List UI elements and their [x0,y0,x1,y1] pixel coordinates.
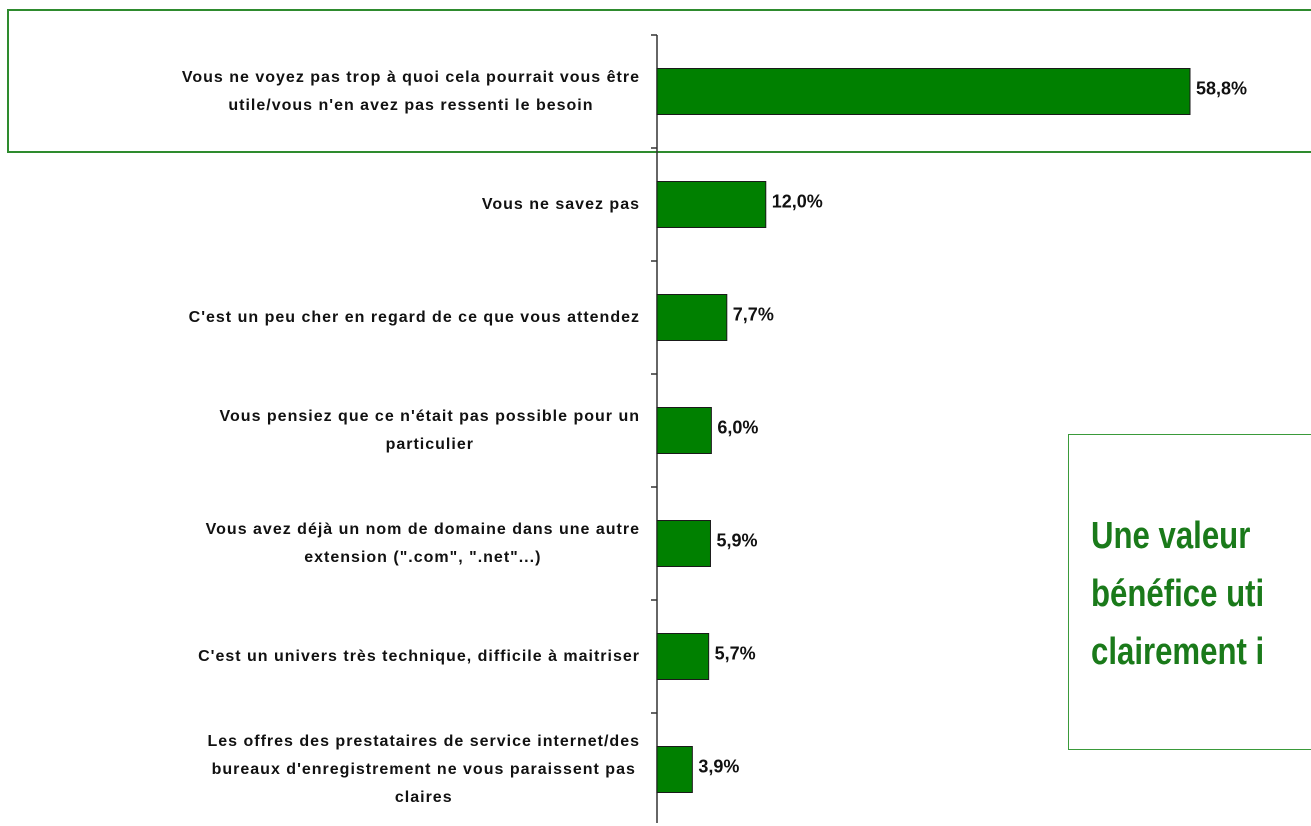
value-label: 58,8% [1196,78,1247,98]
category-label: Vous ne savez pas [481,195,640,213]
value-label: 7,7% [733,304,774,324]
category-label-box: Les offres des prestataires de service i… [20,713,640,826]
category-label: Les offres des prestataires de service i… [207,732,640,806]
bar [656,68,1191,115]
bar [656,520,711,567]
category-label-box: C'est un peu cher en regard de ce que vo… [20,261,640,374]
callout-text: bénéfice uti [1091,573,1265,615]
bar [656,407,712,454]
highlight-box [7,9,1311,153]
category-label: Vous ne voyez pas trop à quoi cela pourr… [181,68,640,114]
callout-text: Une valeur [1091,515,1251,557]
category-label: C'est un univers très technique, diffici… [198,647,640,665]
bar [656,294,728,341]
bar [656,181,767,228]
category-label-box: Vous ne savez pas [20,148,640,261]
category-label-box: Vous pensiez que ce n'était pas possible… [20,374,640,487]
value-label: 5,7% [715,643,756,663]
category-label: Vous avez déjà un nom de domaine dans un… [205,520,640,566]
category-label-box: Vous avez déjà un nom de domaine dans un… [20,487,640,600]
category-label-box: Vous ne voyez pas trop à quoi cela pourr… [20,35,640,148]
value-label: 5,9% [716,530,757,550]
value-label: 12,0% [772,191,823,211]
value-label: 3,9% [698,756,739,776]
callout-text: clairement i [1091,631,1265,673]
category-label: C'est un peu cher en regard de ce que vo… [188,308,640,326]
bar [656,633,710,680]
value-label: 6,0% [717,417,758,437]
bar [656,746,693,793]
callout-box: Une valeur bénéfice uti clairement i [1068,434,1311,750]
category-label-box: C'est un univers très technique, diffici… [20,600,640,713]
category-label: Vous pensiez que ce n'était pas possible… [219,407,640,453]
